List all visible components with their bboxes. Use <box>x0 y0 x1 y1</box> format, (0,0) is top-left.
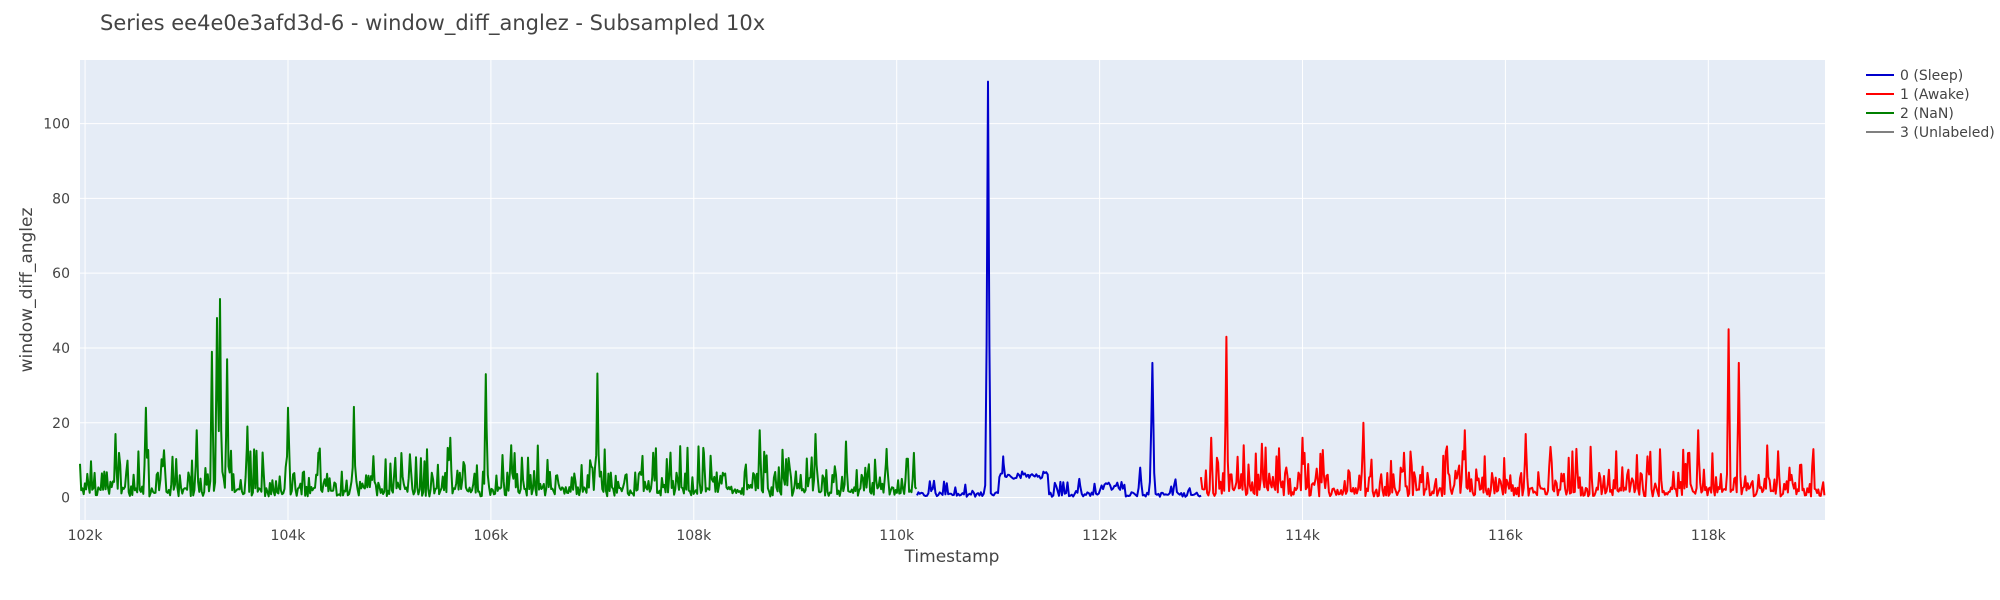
tick-labels: 102k 104k 106k 108k 110k 112k 114k 116k 118k 0 20 4… <box>43 117 1726 544</box>
x-tick-label: 104k <box>271 528 307 544</box>
y-tick-label: 80 <box>52 191 70 207</box>
series-line-1 <box>1200 328 1826 498</box>
x-tick-label: 110k <box>879 528 915 544</box>
legend-label: 0 (Sleep) <box>1900 68 1963 84</box>
plot-area <box>80 60 1825 520</box>
x-tick-label: 102k <box>68 528 104 544</box>
x-tick-label: 116k <box>1488 528 1524 544</box>
legend-label: 1 (Awake) <box>1900 87 1970 103</box>
x-tick-label: 106k <box>473 528 509 544</box>
legend-label: 2 (NaN) <box>1900 106 1954 122</box>
x-tick-label: 108k <box>676 528 712 544</box>
x-axis-title: Timestamp <box>904 547 1000 567</box>
y-axis-title: window_diff_anglez <box>17 208 37 373</box>
y-tick-label: 40 <box>52 341 70 357</box>
y-tick-label: 20 <box>52 416 70 432</box>
y-tick-label: 0 <box>61 491 70 507</box>
y-tick-label: 100 <box>43 117 70 133</box>
series-line-0 <box>916 80 1202 498</box>
series-layer <box>79 80 1826 498</box>
chart-title: Series ee4e0e3afd3d-6 - window_diff_angl… <box>100 11 765 36</box>
x-tick-label: 112k <box>1082 528 1118 544</box>
x-tick-label: 114k <box>1285 528 1321 544</box>
series-line-2 <box>79 298 918 498</box>
legend: 0 (Sleep) 1 (Awake) 2 (NaN) 3 (Unlabeled) <box>1866 68 1995 141</box>
legend-label: 3 (Unlabeled) <box>1900 125 1995 141</box>
grid-lines <box>80 60 1825 520</box>
x-tick-label: 118k <box>1691 528 1727 544</box>
y-tick-label: 60 <box>52 266 70 282</box>
